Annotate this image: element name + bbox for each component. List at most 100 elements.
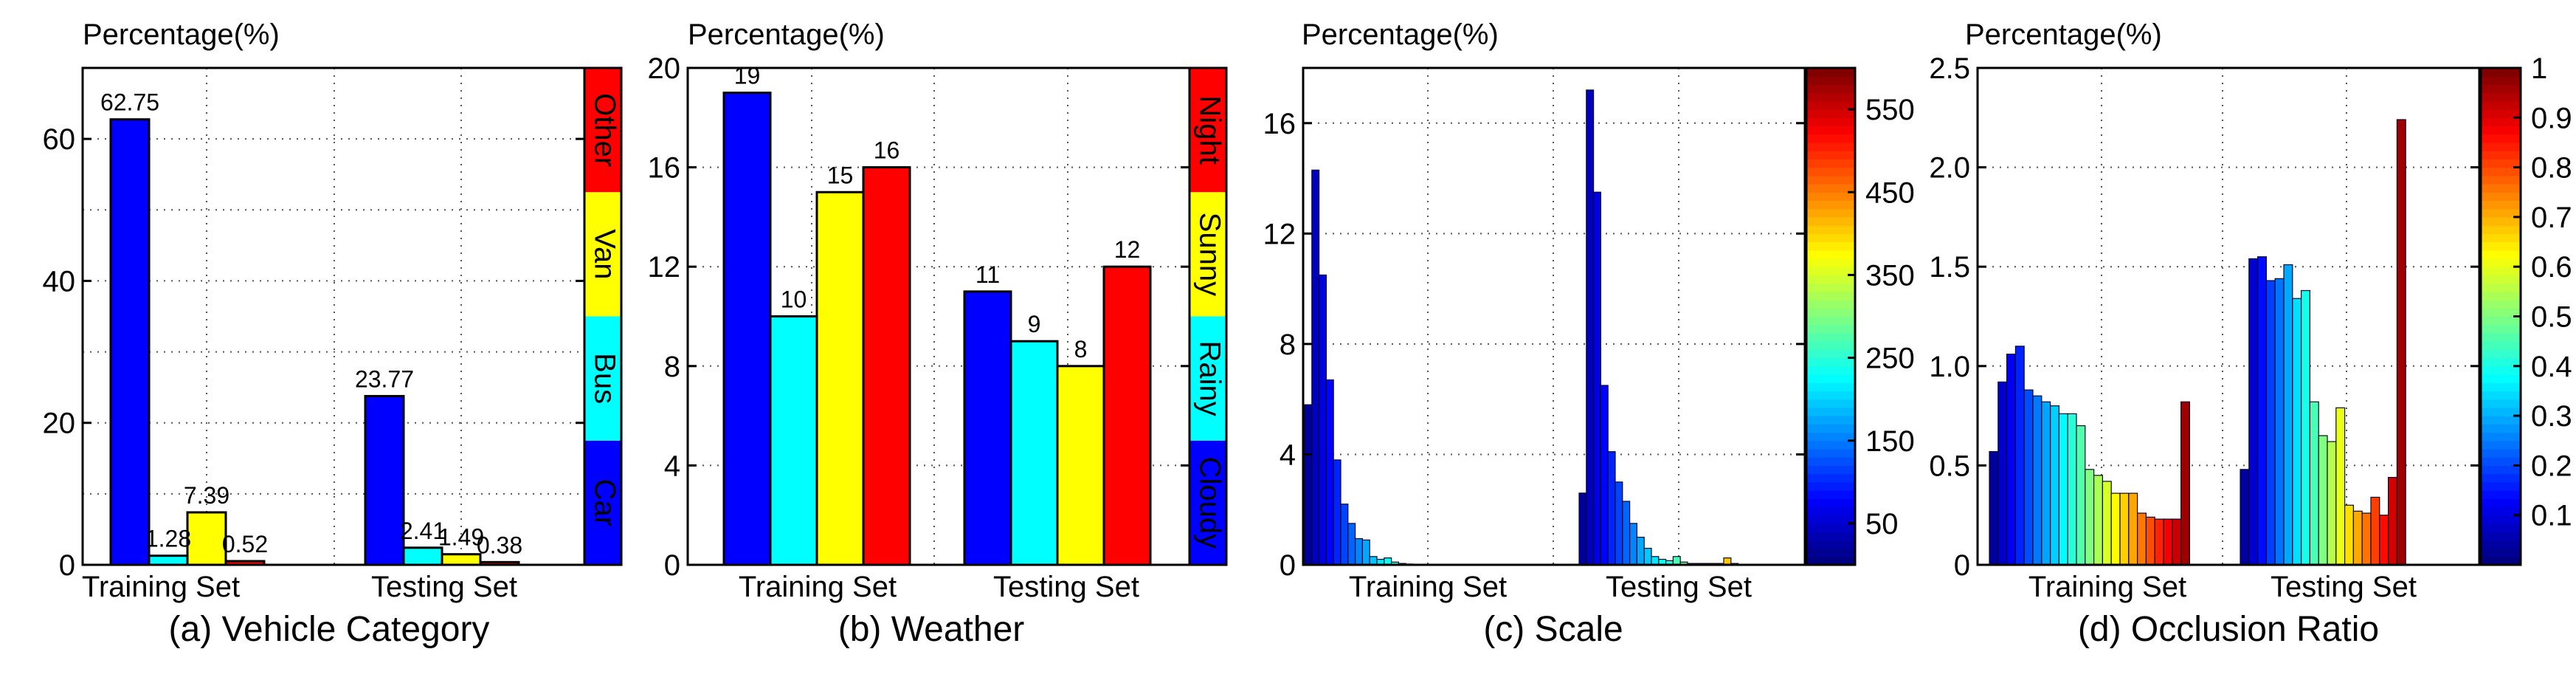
panel-d-colorbar-step bbox=[2481, 233, 2521, 243]
panel-a-value-label: 62.75 bbox=[100, 89, 159, 116]
panel-c-colorbar-step bbox=[1806, 490, 1855, 499]
panel-d-colorbar-step bbox=[2481, 109, 2521, 118]
panel-c-colorbar-step bbox=[1806, 267, 1855, 276]
panel-d-colorbar-step bbox=[2481, 424, 2521, 433]
panel-c-colorbar-step bbox=[1806, 391, 1855, 400]
panel-c-colorbar-step bbox=[1806, 159, 1855, 168]
panel-b-bars bbox=[722, 92, 1152, 566]
panel-d-bar-training bbox=[2085, 469, 2095, 566]
panel-a-value-label: 2.41 bbox=[400, 518, 446, 544]
panel-a-legend: Car Bus Van Other bbox=[583, 66, 623, 566]
panel-a-legend-label-bus: Bus bbox=[588, 353, 621, 404]
panel-c-colorbar-step bbox=[1806, 440, 1855, 450]
panel-d-bar-training bbox=[2067, 413, 2077, 566]
panel-c-colorbar-step bbox=[1806, 300, 1855, 309]
panel-d-colorbar-step bbox=[2481, 523, 2521, 532]
panel-d-bar-training bbox=[2172, 518, 2182, 566]
panel-c-bar-testing bbox=[1600, 385, 1609, 566]
panel-d-bar-training bbox=[2119, 492, 2130, 566]
panel-b-value-label: 11 bbox=[976, 261, 1000, 288]
panel-d-colorbar-step bbox=[2481, 382, 2521, 392]
panel-c-colorbar-step bbox=[1806, 448, 1855, 458]
panel-a-legend-label-other: Other bbox=[588, 93, 621, 167]
panel-c-colorbar-step bbox=[1806, 324, 1855, 334]
panel-d-bar-testing bbox=[2265, 280, 2276, 566]
panel-d-bar-training bbox=[2180, 401, 2191, 566]
panel-a-value-label: 7.39 bbox=[184, 482, 229, 509]
panel-a-bar-bus-testing bbox=[402, 546, 443, 566]
panel-c-xtick-testing: Testing Set bbox=[1606, 571, 1752, 603]
panel-d-colorbar-step bbox=[2481, 548, 2521, 557]
panel-c-bar-training bbox=[1347, 523, 1356, 566]
panel-d-colorbar-step bbox=[2481, 142, 2521, 151]
panel-c-bar-training bbox=[1333, 459, 1341, 566]
panel-b-xtick-training: Training Set bbox=[739, 571, 897, 603]
panel-d-colorbar-label: 0.7 bbox=[2531, 202, 2572, 234]
panel-c-colorbar-step bbox=[1806, 68, 1855, 77]
panel-d-colorbar: 0.1 0.2 0.3 0.4 0.5 0.6 0.7 0.8 0.9 1 bbox=[2479, 52, 2572, 566]
panel-c-bar-training bbox=[1318, 274, 1327, 566]
panel-c-colorbar-label: 50 bbox=[1865, 508, 1899, 540]
panel-d-bar-training bbox=[2102, 481, 2112, 566]
panel-d-ytick-label: 0.5 bbox=[1929, 450, 1970, 482]
panel-a-legend-label-van: Van bbox=[588, 229, 621, 279]
panel-c-colorbar-step bbox=[1806, 109, 1855, 118]
panel-d-bar-testing bbox=[2361, 512, 2372, 566]
panel-d-xtick-training: Training Set bbox=[2028, 571, 2186, 603]
panel-c-bar-testing bbox=[1593, 191, 1602, 566]
panel-d-colorbar-label: 0.2 bbox=[2531, 450, 2572, 482]
panel-c-colorbar-step bbox=[1806, 556, 1855, 566]
panel-a-bar-car-training bbox=[109, 118, 151, 566]
panel-a-value-label: 1.49 bbox=[438, 524, 484, 551]
panel-b-yticks: 0 4 8 12 16 20 bbox=[648, 52, 1189, 582]
panel-a-xtick-testing: Testing Set bbox=[371, 571, 517, 603]
panel-d-colorbar-label: 1 bbox=[2531, 52, 2547, 85]
panel-a-legend-swatch-van bbox=[584, 192, 621, 317]
panel-c-colorbar-step bbox=[1806, 374, 1855, 383]
panel-c-colorbar-step bbox=[1806, 308, 1855, 317]
panel-d-bar-testing bbox=[2370, 496, 2380, 566]
panel-d-colorbar-step bbox=[2481, 250, 2521, 259]
panel-c-colorbar-step bbox=[1806, 151, 1855, 159]
panel-d-bar-testing bbox=[2352, 510, 2363, 566]
panel-c-colorbar-step bbox=[1806, 332, 1855, 342]
panel-b-value-labels: 19 10 15 16 11 9 8 12 bbox=[734, 63, 1141, 363]
panel-d-colorbar-step bbox=[2481, 407, 2521, 416]
panel-d-colorbar-label: 0.6 bbox=[2531, 251, 2572, 284]
panel-c-caption: (c) Scale bbox=[1483, 610, 1623, 649]
panel-d-colorbar-step bbox=[2481, 126, 2521, 135]
panel-b-value-label: 16 bbox=[874, 137, 900, 164]
panel-a-legend-swatch-other bbox=[584, 68, 621, 193]
panel-d-bar-testing bbox=[2301, 289, 2311, 566]
panel-d-bar-testing bbox=[2335, 407, 2346, 566]
panel-b-xtick-testing: Testing Set bbox=[993, 571, 1139, 603]
panel-b-legend-swatch-cloudy bbox=[1189, 440, 1226, 565]
panel-c-colorbar-step bbox=[1806, 523, 1855, 532]
panel-b-bar-cloudy-testing bbox=[963, 290, 1012, 566]
panel-c-xtick-training: Training Set bbox=[1349, 571, 1507, 603]
panel-d-bar-testing bbox=[2344, 504, 2355, 566]
panel-b-legend-swatch-rainy bbox=[1189, 316, 1226, 441]
panel-c-colorbar-step bbox=[1806, 532, 1855, 540]
panel-a-xtick-training: Training Set bbox=[82, 571, 240, 603]
panel-c-bar-testing bbox=[1578, 492, 1587, 566]
panel-d-colorbar-step bbox=[2481, 258, 2521, 267]
panel-d-bar-training bbox=[2128, 492, 2138, 566]
panel-c-colorbar-step bbox=[1806, 216, 1855, 226]
panel-c-colorbar-step bbox=[1806, 92, 1855, 102]
panel-b-value-label: 10 bbox=[781, 286, 807, 313]
panel-b-ytick-label: 16 bbox=[648, 152, 681, 185]
panel-d-colorbar-step bbox=[2481, 506, 2521, 516]
panel-d-bar-testing bbox=[2388, 476, 2398, 566]
panel-c-colorbar-step bbox=[1806, 167, 1855, 176]
panel-d-colorbar-step bbox=[2481, 68, 2521, 77]
panel-d-colorbar-step bbox=[2481, 316, 2521, 326]
panel-a: Percentage(%) 62.75 1.28 7.39 0.52 23.77 2.41… bbox=[43, 18, 623, 649]
panel-c-colorbar-step bbox=[1806, 208, 1855, 218]
panel-d-colorbar-step bbox=[2481, 465, 2521, 475]
panel-d-colorbar-step bbox=[2481, 399, 2521, 408]
panel-a-caption: (a) Vehicle Category bbox=[169, 610, 490, 649]
panel-d-colorbar-step bbox=[2481, 192, 2521, 202]
panel-d-colorbar-label: 0.9 bbox=[2531, 102, 2572, 134]
panel-c-colorbar-step bbox=[1806, 465, 1855, 475]
